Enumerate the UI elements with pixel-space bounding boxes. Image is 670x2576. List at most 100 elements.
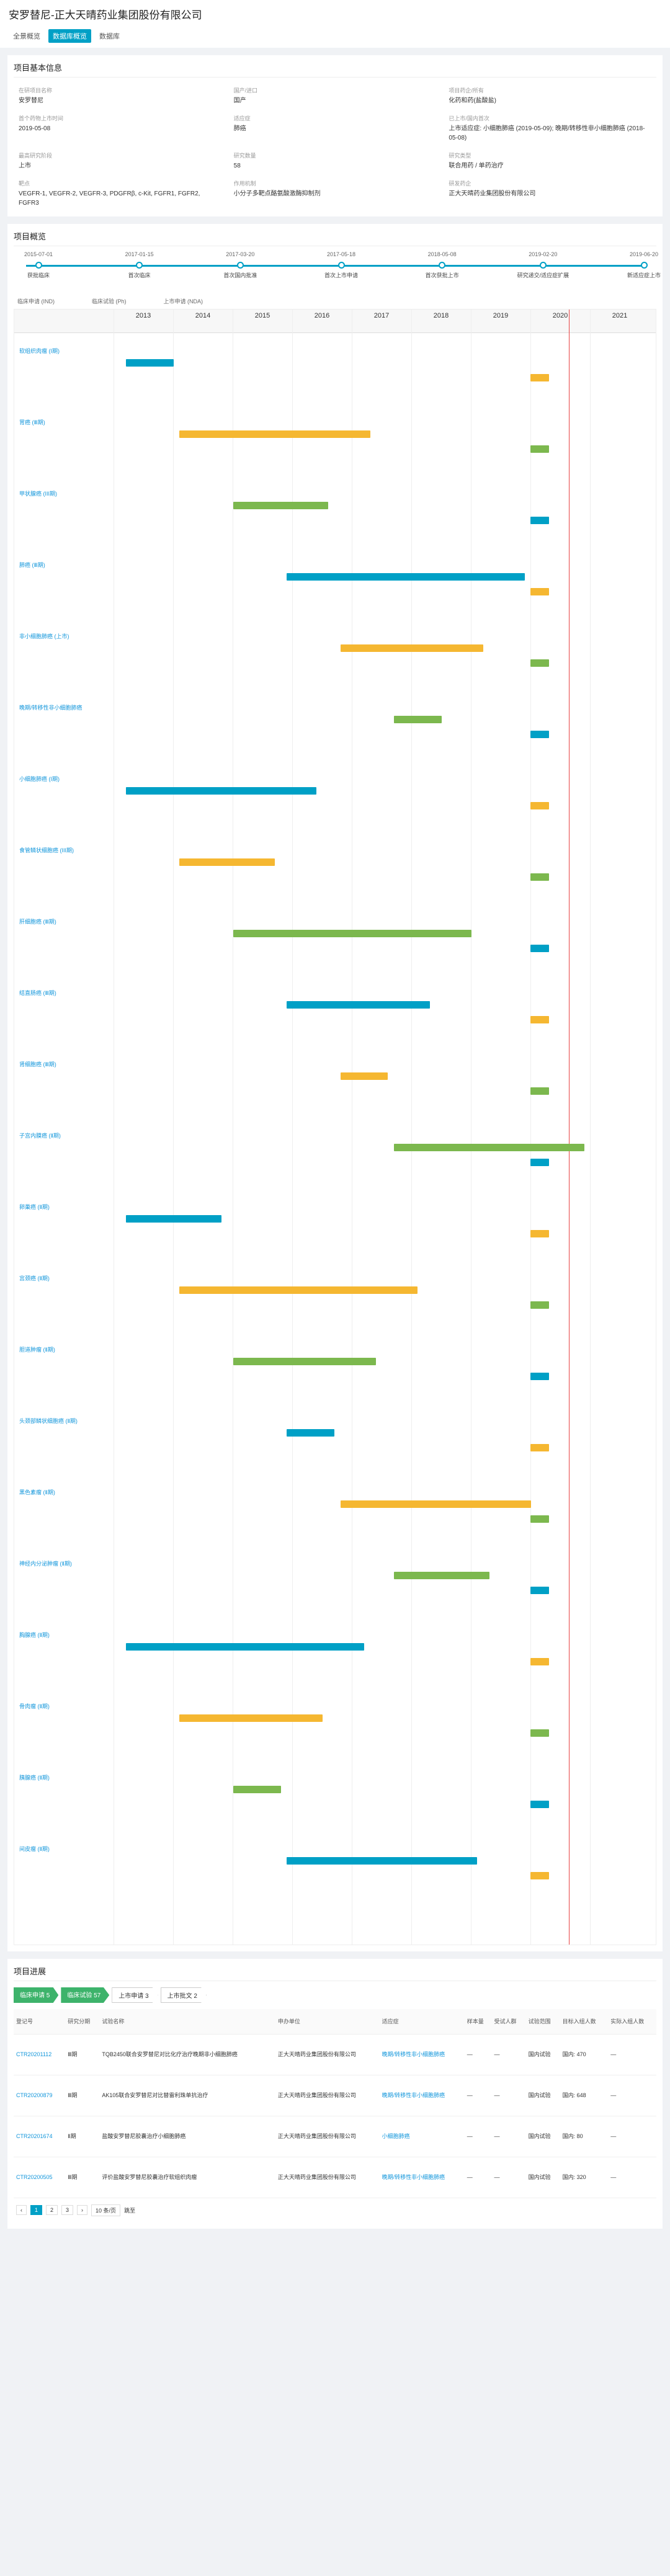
gantt-bar[interactable] xyxy=(179,430,370,438)
page-button[interactable]: 3 xyxy=(61,2205,74,2215)
next-page-button[interactable]: › xyxy=(77,2205,88,2215)
gantt-bar[interactable] xyxy=(530,873,549,881)
phase-tab[interactable]: 临床申请 5 xyxy=(14,1987,59,2003)
gantt-bar[interactable] xyxy=(530,1444,549,1451)
milestone-dot xyxy=(35,262,42,269)
gantt-bar[interactable] xyxy=(530,1515,549,1523)
tab-overview[interactable]: 全景概览 xyxy=(13,33,40,40)
table-row[interactable]: CTR20201112 Ⅲ期 TQB2450联合安罗替尼对比化疗治疗晚期非小细胞肺癌… xyxy=(14,2034,656,2075)
gantt-bar[interactable] xyxy=(530,1159,549,1166)
gantt-row-label[interactable]: 小细胞肺癌 (I期) xyxy=(19,776,60,782)
gantt-bar[interactable] xyxy=(126,359,174,367)
gantt-row-label[interactable]: 软组织肉瘤 (I期) xyxy=(19,348,60,354)
field-value[interactable]: 小分子多靶点酪氨酸激酶抑制剂 xyxy=(233,190,321,197)
gantt-bar[interactable] xyxy=(126,1643,364,1651)
table-cell[interactable]: CTR20200879 xyxy=(14,2075,66,2116)
page-size-select[interactable]: 10 条/页 xyxy=(91,2204,121,2216)
milestone-date: 2015-07-01 xyxy=(24,251,53,257)
gantt-bar[interactable] xyxy=(530,1016,549,1023)
gantt-row-label[interactable]: 胸腺癌 (Ⅱ期) xyxy=(19,1632,50,1638)
phase-tab[interactable]: 上市批文 2 xyxy=(160,1987,207,2003)
gantt-row-label[interactable]: 食管鳞状细胞癌 (III期) xyxy=(19,847,74,853)
gantt-row-label[interactable]: 甲状腺癌 (III期) xyxy=(19,491,57,497)
gantt-bar[interactable] xyxy=(179,858,275,866)
table-row[interactable]: CTR20200505 Ⅲ期 评价盐酸安罗替尼胶囊治疗软组织肉瘤 正大天晴药业集团股份… xyxy=(14,2157,656,2198)
gantt-bar[interactable] xyxy=(394,1572,489,1579)
gantt-bar[interactable] xyxy=(394,1144,585,1151)
timeline-milestone: 2019-02-20 研究递交/适应症扩展 xyxy=(506,251,580,279)
gantt-bar[interactable] xyxy=(530,659,549,667)
gantt-row-label[interactable]: 子宫内膜癌 (Ⅱ期) xyxy=(19,1133,61,1139)
gantt-bar[interactable] xyxy=(530,374,549,381)
gantt-bar[interactable] xyxy=(179,1714,323,1722)
gantt-bar[interactable] xyxy=(530,1872,549,1879)
gantt-bar[interactable] xyxy=(530,1373,549,1380)
gantt-bar[interactable] xyxy=(233,502,329,509)
phase-tab[interactable]: 上市申请 3 xyxy=(112,1987,158,2003)
prev-page-button[interactable]: ‹ xyxy=(16,2205,27,2215)
gantt-bar[interactable] xyxy=(126,787,317,795)
gantt-bar[interactable] xyxy=(530,1087,549,1095)
gantt-row-label[interactable]: 胃癌 (Ⅲ期) xyxy=(19,419,45,426)
gantt-bar[interactable] xyxy=(287,573,525,581)
gantt-row-label[interactable]: 骨肉瘤 (Ⅱ期) xyxy=(19,1703,50,1709)
info-field: 首个药物上市时间 2019-05-08 xyxy=(19,114,221,143)
gantt-row-label[interactable]: 胰腺癌 (Ⅱ期) xyxy=(19,1775,50,1781)
gantt-bar[interactable] xyxy=(233,1358,377,1365)
gantt-bar[interactable] xyxy=(530,1230,549,1237)
tab-db-overview[interactable]: 数据库概览 xyxy=(48,29,91,43)
table-cell[interactable]: CTR20200505 xyxy=(14,2157,66,2198)
gantt-bar[interactable] xyxy=(530,731,549,738)
gantt-bar[interactable] xyxy=(530,1587,549,1594)
gantt-bar[interactable] xyxy=(126,1215,221,1223)
gantt-bar[interactable] xyxy=(530,1658,549,1665)
gantt-row-label[interactable]: 肾细胞癌 (Ⅲ期) xyxy=(19,1061,56,1067)
gantt-bar[interactable] xyxy=(530,1301,549,1309)
gantt-row-label[interactable]: 宫颈癌 (Ⅱ期) xyxy=(19,1275,50,1281)
gantt-bar[interactable] xyxy=(233,1786,281,1793)
tab-db[interactable]: 数据库 xyxy=(99,33,120,40)
gantt-bar[interactable] xyxy=(530,802,549,809)
table-cell[interactable]: CTR20201112 xyxy=(14,2034,66,2075)
gantt-row-label[interactable]: 非小细胞肺癌 (上市) xyxy=(19,633,69,640)
table-cell: Ⅲ期 xyxy=(65,2075,100,2116)
gantt-bar[interactable] xyxy=(530,445,549,453)
gantt-row-label[interactable]: 结直肠癌 (Ⅲ期) xyxy=(19,990,56,996)
field-value[interactable]: 正大天晴药业集团股份有限公司 xyxy=(449,190,536,197)
phase-tab[interactable]: 临床试验 57 xyxy=(61,1987,110,2003)
gantt-bar[interactable] xyxy=(179,1286,418,1294)
gantt-row-label[interactable]: 黑色素瘤 (Ⅱ期) xyxy=(19,1489,55,1495)
gantt-bar[interactable] xyxy=(287,1001,430,1009)
gantt-bar[interactable] xyxy=(340,644,483,652)
gantt-bar[interactable] xyxy=(233,930,471,937)
gantt-bar[interactable] xyxy=(530,945,549,952)
grid-line xyxy=(411,310,412,1945)
gantt-row-label[interactable]: 晚期/转移性非小细胞肺癌 xyxy=(19,705,83,711)
gantt-row-label[interactable]: 间皮瘤 (Ⅱ期) xyxy=(19,1846,50,1852)
gantt-bar[interactable] xyxy=(340,1500,531,1508)
field-value[interactable]: VEGFR-1, VEGFR-2, VEGFR-3, PDGFRβ, c-Kit… xyxy=(19,190,200,207)
gantt-row-label[interactable]: 胆道肿瘤 (Ⅱ期) xyxy=(19,1347,55,1353)
gantt-bar[interactable] xyxy=(287,1857,478,1865)
gantt-bar[interactable] xyxy=(530,588,549,595)
gantt-row-label[interactable]: 神经内分泌肿瘤 (Ⅱ期) xyxy=(19,1561,72,1567)
gantt-bar[interactable] xyxy=(530,1801,549,1808)
table-cell[interactable]: CTR20201674 xyxy=(14,2116,66,2157)
table-cell: 国内: 320 xyxy=(560,2157,609,2198)
gantt-bar[interactable] xyxy=(394,716,442,723)
page-button[interactable]: 1 xyxy=(30,2205,43,2215)
gantt-bar[interactable] xyxy=(287,1429,334,1437)
table-row[interactable]: CTR20200879 Ⅲ期 AK105联合安罗替尼对比替雷利珠单抗治疗 正大天晴药业… xyxy=(14,2075,656,2116)
gantt-bar[interactable] xyxy=(340,1072,388,1080)
gantt-row-label[interactable]: 肺癌 (Ⅲ期) xyxy=(19,562,45,568)
gantt-row-label[interactable]: 肝细胞癌 (Ⅲ期) xyxy=(19,919,56,925)
column-header: 受试人群 xyxy=(491,2009,526,2035)
gantt-row-label[interactable]: 头颈部鳞状细胞癌 (Ⅱ期) xyxy=(19,1418,78,1424)
page-button[interactable]: 2 xyxy=(46,2205,58,2215)
year-label: 2015 xyxy=(254,312,270,319)
gantt-bar[interactable] xyxy=(530,517,549,524)
table-row[interactable]: CTR20201674 Ⅱ期 盐酸安罗替尼胶囊治疗小细胞肺癌 正大天晴药业集团股份有限… xyxy=(14,2116,656,2157)
gantt-bar[interactable] xyxy=(530,1729,549,1737)
table-cell: 国内试验 xyxy=(525,2075,560,2116)
gantt-row-label[interactable]: 卵巢癌 (Ⅱ期) xyxy=(19,1204,50,1210)
